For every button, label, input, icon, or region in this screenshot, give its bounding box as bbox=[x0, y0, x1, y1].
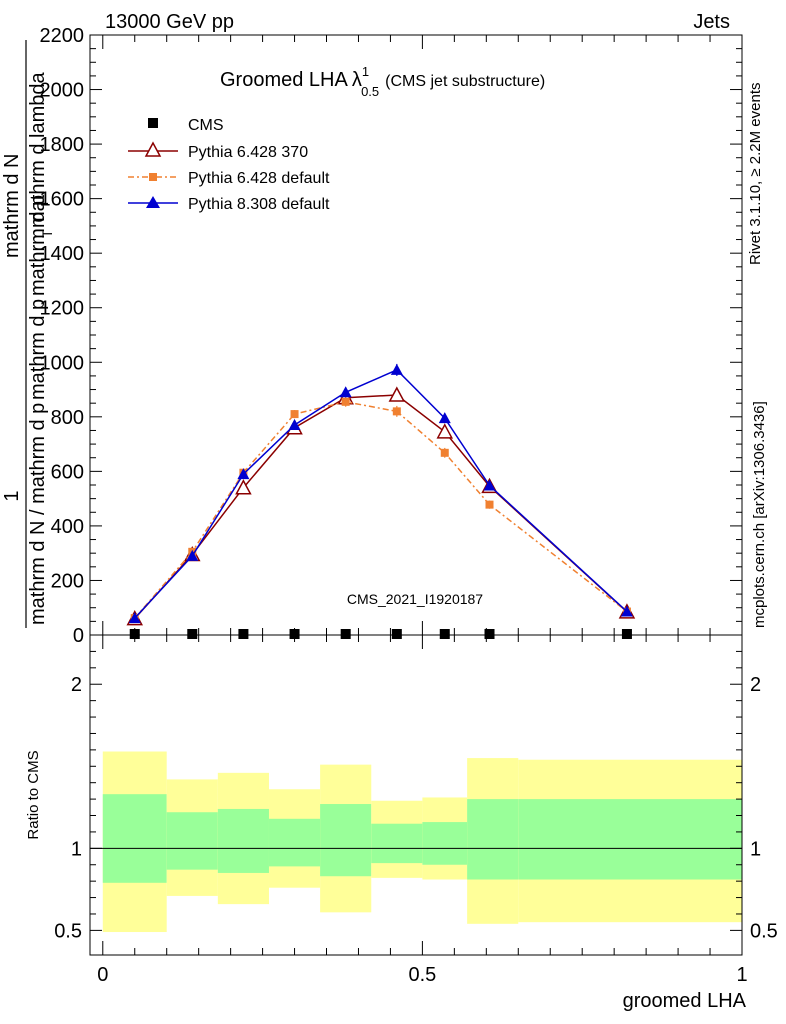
data-point bbox=[439, 629, 450, 639]
legend-marker-p6-370 bbox=[144, 141, 162, 157]
legend-label-cms: CMS bbox=[188, 117, 224, 134]
main-panel: 0 200 400 600 800 1000 1200 1400 1600 1800 2000 220… bbox=[1, 25, 743, 647]
data-point bbox=[484, 629, 495, 639]
main-y-tick-label: 2000 bbox=[40, 80, 85, 102]
rivet-version-label: Rivet 3.1.10, ≥ 2.2M events bbox=[747, 83, 764, 266]
series-2 bbox=[130, 396, 631, 623]
data-point bbox=[235, 479, 252, 495]
data-point bbox=[340, 629, 351, 639]
data-point bbox=[289, 629, 300, 639]
ratio-y-tick-label: 1 bbox=[71, 838, 82, 860]
series-line bbox=[134, 394, 628, 620]
data-point bbox=[339, 386, 352, 398]
ylabel-numerator: 1 bbox=[1, 490, 23, 501]
ylabel-upper-lambda: mathrm d lambda bbox=[27, 72, 49, 228]
data-point bbox=[187, 629, 198, 639]
ratio-plot-area bbox=[89, 634, 743, 956]
ratio-y-ticks: 0.5 0.5 1 1 2 2 bbox=[54, 650, 778, 942]
ylabel-upper-dp: mathrm d p bbox=[27, 195, 49, 296]
data-point bbox=[128, 612, 141, 624]
series-line bbox=[134, 369, 628, 619]
ratio-band-inner bbox=[518, 799, 742, 880]
main-y-ticks: 0 200 400 600 800 1000 1200 1400 1600 1800 2000 220… bbox=[40, 25, 742, 647]
main-y-tick-label: 1000 bbox=[40, 352, 85, 374]
series-3 bbox=[128, 363, 633, 624]
ratio-y-tick-label: 0.5 bbox=[54, 920, 82, 942]
ratio-band-inner bbox=[467, 799, 519, 880]
legend: CMS Pythia 6.428 370 Pythia 6.428 defaul… bbox=[128, 117, 330, 213]
plot-title: Groomed LHA λ1 0.5(CMS jet substructure) bbox=[220, 64, 545, 99]
legend-marker-p8-default bbox=[146, 196, 160, 208]
main-y-tick-label: 1800 bbox=[40, 134, 85, 156]
header-jets-label: Jets bbox=[693, 11, 730, 33]
ratio-y-tick-label: 2 bbox=[71, 674, 82, 696]
legend-marker-cms bbox=[148, 118, 158, 128]
data-point bbox=[485, 500, 494, 509]
ylabel-mid: mathrm d p bbox=[27, 299, 49, 400]
main-y-tick-label: 400 bbox=[51, 516, 84, 538]
main-y-tick-label: 1600 bbox=[40, 189, 85, 211]
ratio-x-ticks: 0 0.5 1 bbox=[97, 635, 748, 986]
main-y-tick-label: 2200 bbox=[40, 25, 85, 47]
main-y-tick-label: 1200 bbox=[40, 298, 85, 320]
data-point bbox=[438, 412, 451, 424]
header-energy-label: 13000 GeV pp bbox=[105, 11, 234, 33]
mcplots-label: mcplots.cern.ch [arXiv:1306.3436] bbox=[751, 401, 768, 628]
data-point bbox=[621, 629, 632, 639]
legend-label-p8-default: Pythia 8.308 default bbox=[188, 196, 330, 213]
main-series bbox=[126, 363, 636, 639]
data-point bbox=[288, 419, 301, 430]
data-point bbox=[391, 629, 402, 639]
analysis-watermark: CMS_2021_I1920187 bbox=[347, 591, 483, 607]
ratio-band-inner bbox=[217, 808, 269, 873]
data-point bbox=[237, 468, 250, 480]
ylabel-upper-T: T bbox=[39, 229, 55, 238]
main-y-tick-label: 1400 bbox=[40, 243, 85, 265]
main-y-tick-label: 0 bbox=[73, 625, 84, 647]
ratio-frame bbox=[89, 634, 743, 956]
ratio-band-inner bbox=[166, 812, 218, 870]
data-point bbox=[129, 629, 140, 639]
ratio-band-inner bbox=[320, 804, 372, 877]
ratio-y-tick-label-right: 2 bbox=[750, 674, 761, 696]
ratio-y-tick-label-right: 0.5 bbox=[750, 920, 778, 942]
ylabel-upper-dn: mathrm d N bbox=[1, 154, 23, 258]
data-point bbox=[290, 410, 299, 419]
main-y-tick-label: 200 bbox=[51, 570, 84, 592]
main-y-tick-label: 600 bbox=[51, 461, 84, 483]
series-1 bbox=[126, 386, 636, 626]
data-point bbox=[388, 386, 406, 402]
ratio-band-inner bbox=[371, 823, 423, 864]
ratio-panel: 0.5 0.51 12 2 0 0.5 1 Ratio to CMS groomed LH… bbox=[25, 634, 778, 1012]
legend-marker-p6-default bbox=[149, 173, 157, 181]
x-axis-label: groomed LHA bbox=[623, 990, 747, 1012]
main-y-axis-label: 1 mathrm d N / mathrm d p mathrm d p mat… bbox=[1, 40, 55, 628]
data-point bbox=[436, 423, 454, 439]
main-y-tick-label: 800 bbox=[51, 407, 84, 429]
series-0 bbox=[129, 629, 632, 639]
ratio-y-tick-label-right: 1 bbox=[750, 838, 761, 860]
x-tick-label: 1 bbox=[736, 964, 747, 986]
ratio-band-inner bbox=[422, 822, 468, 865]
x-tick-label: 0.5 bbox=[408, 964, 436, 986]
data-point bbox=[483, 479, 496, 491]
data-point bbox=[392, 407, 401, 416]
ratio-band-inner bbox=[102, 794, 167, 883]
legend-label-p6-default: Pythia 6.428 default bbox=[188, 170, 330, 187]
ylabel-denominator: mathrm d N / mathrm d p bbox=[27, 403, 49, 625]
x-tick-label: 0 bbox=[97, 964, 108, 986]
data-point bbox=[440, 448, 449, 457]
ratio-band-inner bbox=[268, 818, 321, 867]
data-point bbox=[238, 629, 249, 639]
data-point bbox=[186, 549, 199, 561]
data-point bbox=[341, 397, 350, 406]
series-line bbox=[134, 401, 628, 619]
ratio-y-axis-label: Ratio to CMS bbox=[25, 750, 42, 839]
main-x-ticks bbox=[102, 35, 743, 635]
data-point bbox=[620, 605, 633, 617]
data-point bbox=[390, 363, 403, 375]
ratio-bands bbox=[102, 751, 742, 933]
legend-label-p6-370: Pythia 6.428 370 bbox=[188, 144, 308, 161]
